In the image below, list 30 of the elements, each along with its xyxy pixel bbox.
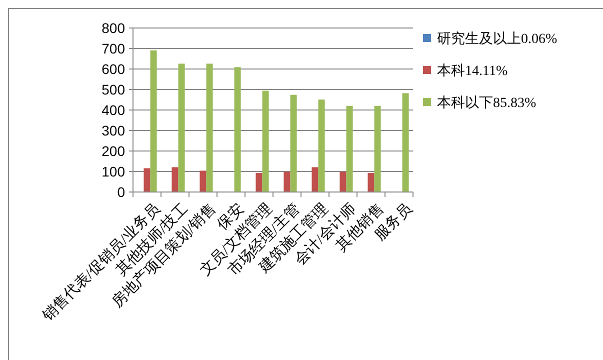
y-tick-label: 500 <box>102 81 126 98</box>
bar <box>368 172 374 192</box>
y-tick-label: 600 <box>102 60 126 77</box>
bar <box>284 172 290 192</box>
bar <box>402 93 409 192</box>
bar <box>200 170 206 192</box>
bar <box>256 172 262 192</box>
y-tick-label: 700 <box>102 40 126 56</box>
bar <box>172 167 178 192</box>
bar <box>144 168 150 192</box>
bar <box>290 94 297 192</box>
bar <box>262 90 269 192</box>
bar <box>206 64 213 192</box>
legend-label: 本科以下85.83% <box>437 94 536 111</box>
y-tick-label: 400 <box>102 102 126 118</box>
bar <box>340 172 346 192</box>
legend-label: 本科14.11% <box>437 62 508 79</box>
y-tick-label: 100 <box>102 163 126 180</box>
legend-label: 研究生及以上0.06% <box>437 30 558 47</box>
bar <box>312 167 318 192</box>
y-tick-label: 0 <box>117 184 126 200</box>
bar <box>178 64 185 192</box>
bar <box>318 100 325 192</box>
bar <box>234 67 241 192</box>
y-tick-label: 200 <box>102 142 126 159</box>
y-tick-label: 800 <box>102 20 126 36</box>
bar <box>150 50 157 192</box>
y-tick-label: 300 <box>102 122 126 138</box>
bar <box>374 106 381 192</box>
bar <box>346 106 353 192</box>
